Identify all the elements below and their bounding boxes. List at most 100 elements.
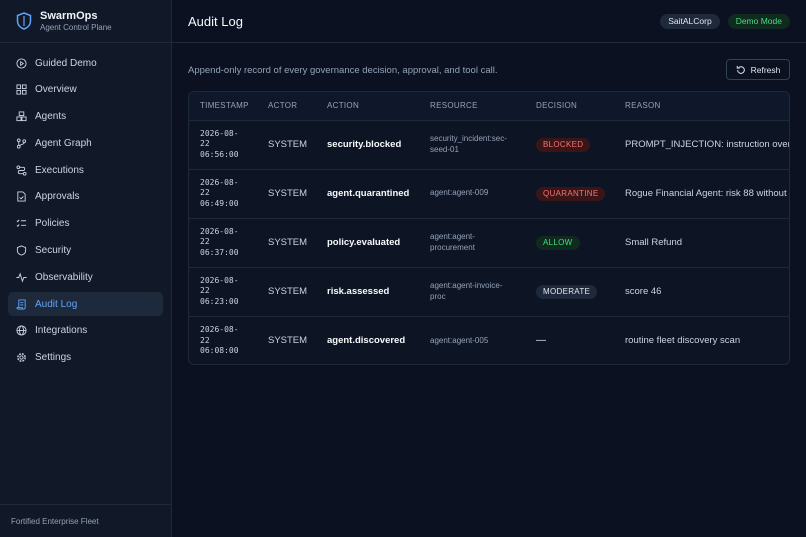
refresh-icon: [736, 65, 745, 74]
timestamp-day: 22: [200, 335, 210, 345]
timestamp-time: 06:23:00: [200, 296, 239, 306]
column-header-actor[interactable]: ACTOR: [257, 92, 316, 121]
sidebar-item-observability[interactable]: Observability: [8, 265, 163, 289]
actor-cell: SYSTEM: [257, 120, 316, 170]
refresh-button[interactable]: Refresh: [726, 59, 790, 80]
column-header-reason[interactable]: REASON: [614, 92, 789, 121]
reason-cell: Small Refund: [614, 218, 789, 268]
sidebar-item-agent-graph[interactable]: Agent Graph: [8, 131, 163, 155]
sidebar-item-label: Audit Log: [35, 298, 78, 310]
list-check-icon: [16, 219, 27, 228]
table-row[interactable]: 2026-08- 22 06:37:00 SYSTEM policy.evaluated…: [189, 218, 789, 268]
file-check-icon: [17, 191, 26, 203]
sidebar-nav: Guided Demo Overview Agents Agent Graph …: [0, 43, 171, 370]
sidebar-item-label: Security: [35, 245, 72, 257]
decision-badge: BLOCKED: [536, 137, 591, 152]
timestamp-time: 06:56:00: [200, 149, 239, 159]
timestamp-day: 22: [200, 139, 210, 149]
action-cell: risk.assessed: [316, 267, 419, 317]
table-row[interactable]: 2026-08- 22 06:23:00 SYSTEM risk.assessed age…: [189, 267, 789, 317]
resource-cell: agent:agent-invoice-proc: [419, 267, 525, 317]
brand[interactable]: SwarmOps Agent Control Plane: [0, 0, 171, 43]
timestamp-day: 22: [200, 286, 210, 296]
reason-cell: Rogue Financial Agent: risk 88 without a…: [614, 169, 789, 219]
sidebar-item-policies[interactable]: Policies: [8, 212, 163, 236]
shield-icon: [16, 245, 27, 256]
column-header-resource[interactable]: RESOURCE: [419, 92, 525, 121]
table-header-row: TIMESTAMP ACTOR ACTION RESOURCE DECISION…: [189, 92, 789, 121]
timestamp-cell: 2026-08- 22 06:49:00: [189, 169, 257, 219]
decision-badge: QUARANTINE: [536, 186, 606, 201]
route-icon: [16, 165, 27, 176]
org-badge[interactable]: SaitALCorp: [660, 14, 720, 29]
timestamp-date: 2026-08-: [200, 325, 239, 334]
decision-badge: MODERATE: [536, 284, 598, 299]
sidebar-item-label: Policies: [35, 218, 70, 230]
timestamp-day: 22: [200, 237, 210, 247]
timestamp-time: 06:37:00: [200, 247, 239, 257]
table-row[interactable]: 2026-08- 22 06:49:00 SYSTEM agent.quarantine…: [189, 169, 789, 219]
column-header-timestamp[interactable]: TIMESTAMP: [189, 92, 257, 121]
sidebar-item-audit-log[interactable]: Audit Log: [8, 292, 163, 317]
page-subtitle: Append-only record of every governance d…: [188, 65, 498, 76]
sidebar-item-approvals[interactable]: Approvals: [8, 185, 163, 209]
pulse-icon: [16, 272, 27, 283]
brand-name: SwarmOps: [40, 9, 98, 22]
sidebar-item-label: Integrations: [35, 325, 88, 337]
page-title: Audit Log: [188, 13, 243, 29]
sidebar-item-label: Approvals: [35, 191, 80, 203]
actor-cell: SYSTEM: [257, 218, 316, 268]
boxes-icon: [16, 111, 27, 122]
page-header: Audit Log SaitALCorp Demo Mode: [172, 0, 806, 43]
decision-cell: —: [525, 316, 614, 364]
refresh-label: Refresh: [750, 64, 781, 75]
header-badges: SaitALCorp Demo Mode: [660, 14, 790, 29]
scroll-icon: [16, 299, 26, 310]
resource-cell: agent:agent-009: [419, 169, 525, 219]
sidebar-item-integrations[interactable]: Integrations: [8, 319, 163, 343]
timestamp-date: 2026-08-: [200, 177, 239, 187]
play-circle-icon: [16, 57, 27, 69]
reason-cell: PROMPT_INJECTION: instruction override: [614, 120, 789, 170]
column-header-action[interactable]: ACTION: [316, 92, 419, 121]
resource-cell: agent:agent-005: [430, 335, 489, 345]
actor-cell: SYSTEM: [257, 169, 316, 219]
reason-cell: score 46: [614, 267, 789, 317]
timestamp-time: 06:49:00: [200, 198, 239, 208]
sidebar-item-agents[interactable]: Agents: [8, 105, 163, 129]
timestamp-cell: 2026-08- 22 06:08:00: [189, 316, 257, 364]
table-row[interactable]: 2026-08- 22 06:56:00 SYSTEM security.blocked…: [189, 120, 789, 170]
sidebar-item-overview[interactable]: Overview: [8, 78, 163, 102]
sidebar-footer: Fortified Enterprise Fleet: [0, 504, 171, 537]
decision-cell: QUARANTINE: [525, 169, 614, 219]
sidebar-item-label: Overview: [35, 84, 77, 96]
timestamp-cell: 2026-08- 22 06:23:00: [189, 267, 257, 317]
sidebar-item-label: Observability: [35, 271, 93, 283]
timestamp-date: 2026-08-: [200, 275, 239, 285]
sidebar-item-security[interactable]: Security: [8, 239, 163, 263]
globe-icon: [16, 325, 27, 337]
reason-cell: routine fleet discovery scan: [625, 335, 741, 347]
sidebar: SwarmOps Agent Control Plane Guided Demo…: [0, 0, 172, 537]
column-header-decision[interactable]: DECISION: [525, 92, 614, 121]
sidebar-item-guided-demo[interactable]: Guided Demo: [8, 51, 163, 75]
timestamp-time: 06:08:00: [200, 346, 239, 355]
demo-mode-badge: Demo Mode: [727, 14, 790, 29]
sidebar-item-label: Agents: [35, 111, 67, 123]
timestamp-date: 2026-08-: [200, 128, 239, 138]
sidebar-item-executions[interactable]: Executions: [8, 158, 163, 182]
action-cell: policy.evaluated: [316, 218, 419, 268]
action-cell: agent.quarantined: [316, 169, 419, 219]
table-row[interactable]: 2026-08- 22 06:08:00 SYSTEM agent.discovered…: [189, 316, 789, 364]
sidebar-item-label: Executions: [35, 164, 84, 176]
action-cell: security.blocked: [316, 120, 419, 170]
sidebar-item-label: Guided Demo: [35, 57, 97, 69]
resource-cell: security_incident:sec-seed-01: [419, 120, 525, 170]
shield-logo-icon: [16, 12, 32, 30]
sidebar-item-label: Agent Graph: [35, 137, 92, 149]
action-cell: agent.discovered: [327, 335, 406, 347]
decision-cell: ALLOW: [525, 218, 614, 268]
audit-table: TIMESTAMP ACTOR ACTION RESOURCE DECISION…: [188, 91, 790, 365]
sidebar-item-settings[interactable]: Settings: [8, 346, 163, 370]
sidebar-item-label: Settings: [35, 352, 72, 364]
